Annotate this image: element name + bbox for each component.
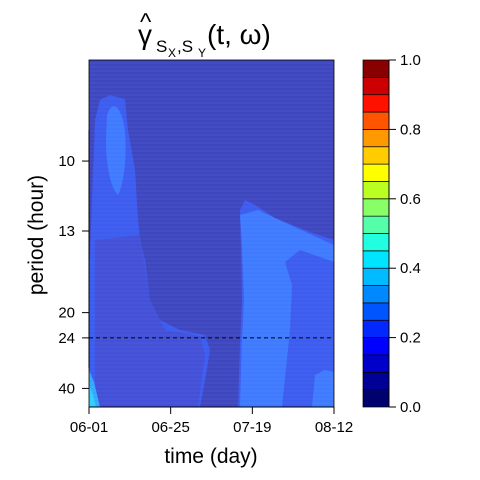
- colorbar-swatch: [362, 59, 390, 78]
- colorbar-swatch: [362, 76, 390, 96]
- heatmap-bright-region-4: [312, 370, 334, 407]
- colorbar: [362, 59, 390, 408]
- heatmap-dark-region-2: [89, 60, 130, 260]
- x-tick-label: 07-19: [233, 419, 271, 436]
- heatmap-plot: [89, 60, 334, 407]
- y-axis: 10 13 20 24 40: [58, 130, 90, 397]
- heatmap-bright-region-3: [262, 262, 292, 407]
- colorbar-tick-label: 0.6: [400, 191, 421, 208]
- x-tick-label: 06-25: [151, 419, 189, 436]
- colorbar-swatch: [362, 285, 390, 304]
- title-args: (t, ω): [207, 19, 271, 50]
- colorbar-swatch: [362, 111, 390, 130]
- title-base: γ: [138, 19, 152, 50]
- colorbar-swatch: [362, 233, 390, 252]
- heatmap-bright-region-6: [89, 385, 96, 407]
- colorbar-swatch: [362, 198, 390, 217]
- colorbar-swatch: [362, 181, 390, 200]
- title-subscript: S: [156, 37, 167, 56]
- x-axis-title: time (day): [164, 445, 257, 468]
- colorbar-swatch: [362, 129, 390, 148]
- x-tick-label: 08-12: [315, 419, 353, 436]
- x-axis: 06-01 06-25 07-19 08-12: [70, 406, 353, 436]
- colorbar-tick-label: 0.2: [400, 330, 421, 347]
- colorbar-tick-label: 0.8: [400, 121, 421, 138]
- colorbar-swatch: [362, 337, 390, 356]
- colorbar-swatch: [362, 215, 390, 234]
- colorbar-tick-label: 0.0: [400, 399, 421, 416]
- colorbar-swatch: [362, 354, 390, 373]
- title-sub-sep: ,S: [177, 37, 193, 56]
- colorbar-tick-label: 0.4: [400, 260, 421, 277]
- colorbar-swatch: [362, 319, 390, 338]
- y-tick-label: 20: [58, 305, 75, 322]
- y-tick-label: 13: [58, 223, 75, 240]
- heatmap-mid-region-left: [95, 235, 205, 407]
- chart-title: γ ^ S X ,S Y (t, ω): [138, 9, 271, 60]
- y-axis-title: period (hour): [25, 175, 48, 295]
- colorbar-swatch: [362, 267, 390, 286]
- colorbar-swatch: [362, 146, 390, 165]
- colorbar-swatch: [362, 163, 390, 182]
- heatmap-dark-region: [125, 60, 334, 407]
- colorbar-swatch: [362, 389, 390, 408]
- title-sub-y: Y: [198, 46, 206, 60]
- y-tick-label: 40: [58, 380, 75, 397]
- heatmap-bright-region-1: [106, 106, 126, 195]
- colorbar-swatch: [362, 302, 390, 321]
- colorbar-swatch: [362, 371, 390, 390]
- title-sub-x: X: [168, 46, 176, 60]
- heatmap-scanlines: [89, 62, 334, 404]
- x-tick-label: 06-01: [70, 419, 108, 436]
- colorbar-swatch: [362, 94, 390, 113]
- title-hat: ^: [140, 9, 152, 36]
- y-tick-label: 10: [58, 153, 75, 170]
- colorbar-swatch: [362, 250, 390, 269]
- colorbar-axis: 0.0 0.2 0.4 0.6 0.8 1.0: [388, 52, 421, 416]
- heatmap-dark-region-3: [300, 148, 334, 170]
- heatmap-bright-region-2: [240, 210, 334, 407]
- colorbar-tick-label: 1.0: [400, 52, 421, 69]
- y-tick-label: 24: [58, 330, 75, 347]
